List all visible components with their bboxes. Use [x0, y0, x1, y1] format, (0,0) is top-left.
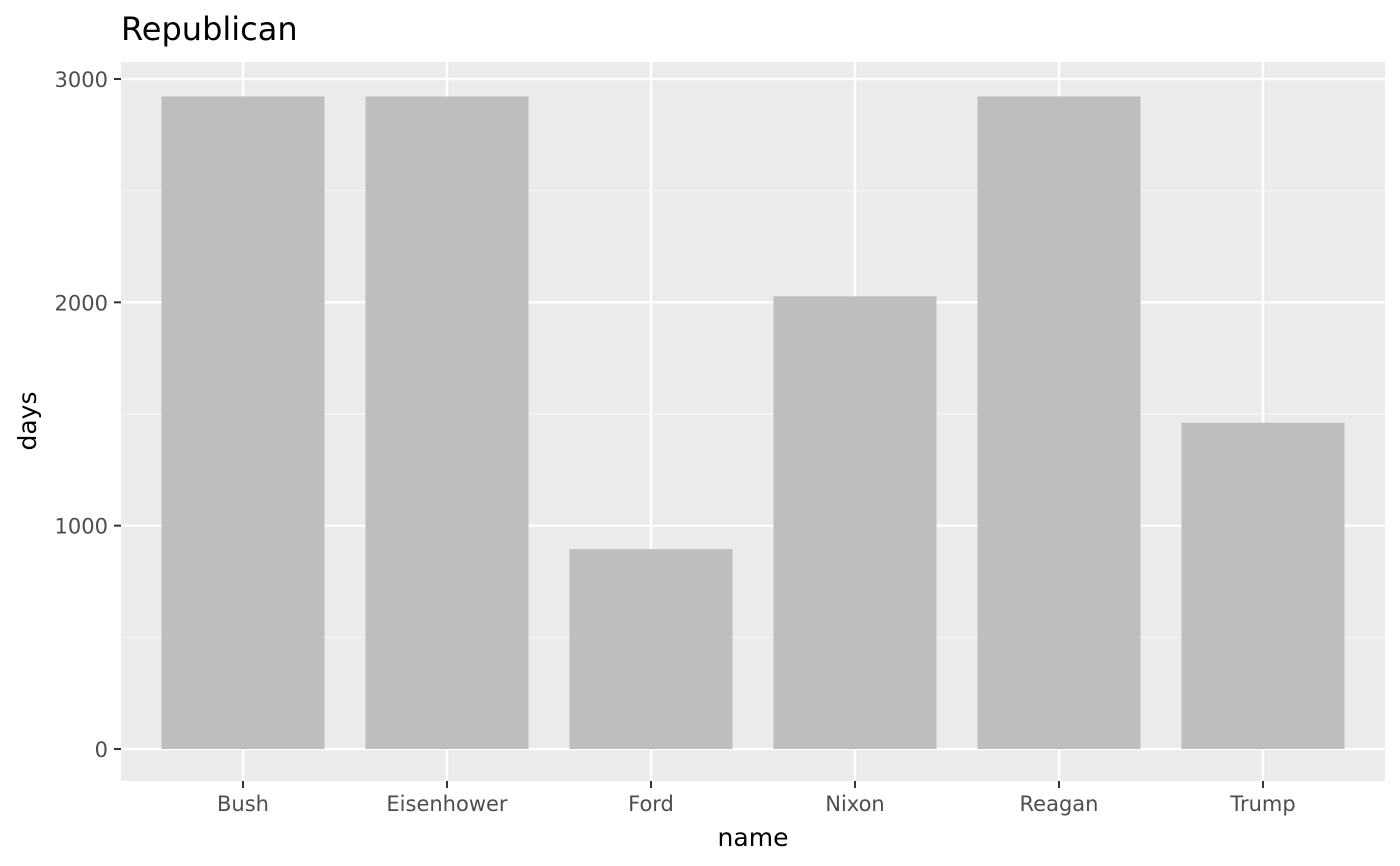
- y-axis-title: days: [13, 391, 42, 450]
- x-tick-label: Trump: [1229, 792, 1295, 816]
- bar-eisenhower: [365, 96, 529, 750]
- plot-panel: [121, 62, 1385, 781]
- bar-reagan: [977, 96, 1141, 750]
- bar-nixon: [773, 296, 937, 749]
- y-tick-label: 3000: [55, 68, 108, 92]
- x-tick-label: Reagan: [1020, 792, 1099, 816]
- chart-title: Republican: [121, 10, 298, 48]
- y-tick-label: 2000: [55, 291, 108, 315]
- bar-bush: [161, 96, 325, 750]
- x-axis-title: name: [718, 823, 789, 852]
- bar-trump: [1181, 422, 1345, 749]
- bar-ford: [569, 549, 733, 749]
- y-axis: 0 1000 2000 3000: [55, 68, 121, 762]
- x-axis: Bush Eisenhower Ford Nixon Reagan Trump: [217, 781, 1296, 816]
- x-tick-label: Bush: [217, 792, 269, 816]
- x-tick-label: Nixon: [825, 792, 884, 816]
- x-tick-label: Eisenhower: [386, 792, 508, 816]
- bars: [161, 96, 1345, 750]
- y-tick-label: 1000: [55, 515, 108, 539]
- y-tick-label: 0: [95, 738, 108, 762]
- x-tick-label: Ford: [628, 792, 674, 816]
